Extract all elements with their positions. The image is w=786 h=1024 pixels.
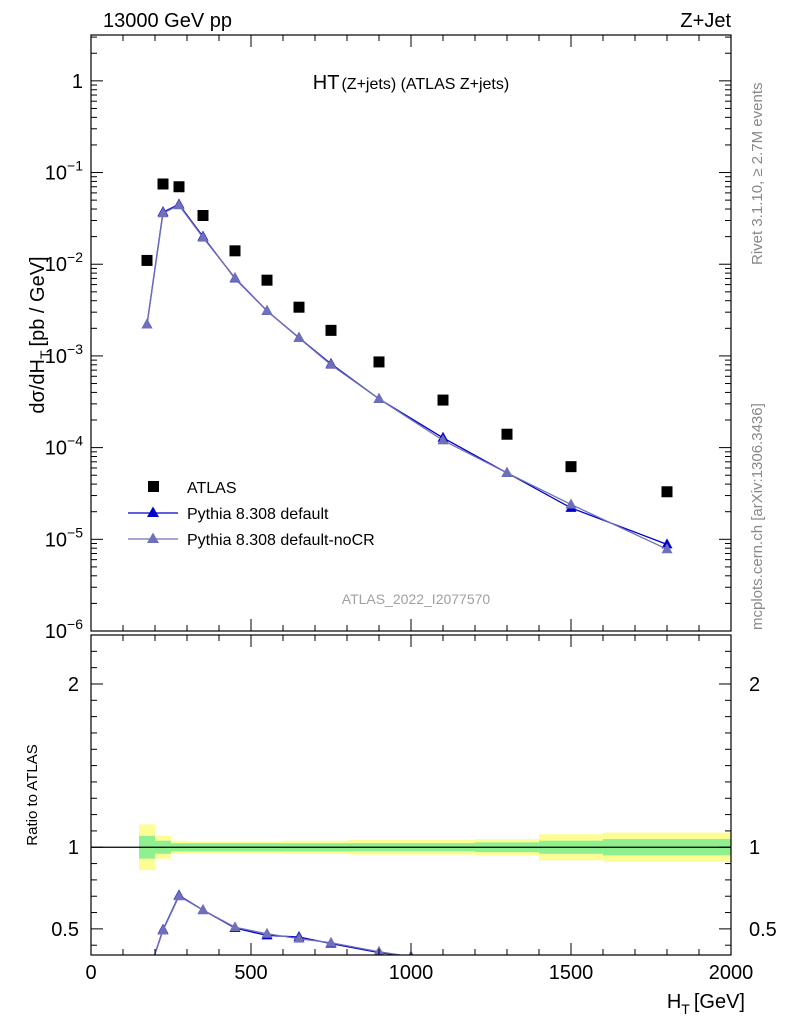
main-y-ticks: 1 10−1 10−2 10−3 10−4 10−5 10−6 [45,35,732,643]
energy-label: 13000 GeV pp [103,10,232,32]
ratio-pythia-8-308-default-point [142,972,153,982]
x-axis-label: HT [GeV] [667,991,745,1017]
x-tick-label: 500 [234,962,267,984]
atlas-data-point [157,178,169,190]
ratio-pythia-8-308-default-nocr-point [173,890,185,901]
pythia-8-308-default-nocr-point [437,434,449,445]
legend-pythia-nocr-marker [147,532,159,543]
ratio-pythia-8-308-default-line [153,894,404,955]
ratio-pythia-8-308-default-nocr-point [197,904,209,915]
ratio-y-tick-label: 2 [68,674,79,696]
ratio-pythia-8-308-default-nocr-line [154,895,405,955]
legend-atlas-marker [148,481,159,492]
atlas-data-point [565,461,577,473]
main-y-axis-label: dσ/dHT[pb / GeV] [27,256,53,413]
ratio-pythia-8-308-default-nocr-point [157,924,169,935]
ratio-pythia-8-308-default-nocr-point [261,927,273,938]
main-y-tick-label: 10−1 [45,158,83,185]
main-panel: HT (Z+jets) (ATLAS Z+jets) dσ/dHT[pb / Ge… [27,34,732,643]
atlas-data-point [293,301,305,313]
ratio-axes: 0.5 0.5 1 1 2 2 [51,634,777,956]
ratio-y-tick-label-right: 1 [749,837,760,859]
ratio-y-tick-label: 1 [68,837,79,859]
ratio-y-tick-label-right: 2 [749,674,760,696]
atlas-data-point [325,324,337,336]
ratio-series [91,846,731,982]
main-y-tick-label: 10−5 [45,524,83,551]
atlas-data-point [173,181,185,193]
main-series [141,178,673,554]
pythia-8-308-default-nocr-point [325,358,337,369]
main-y-tick-label: 10−2 [45,249,83,276]
legend-item-pythia-default: Pythia 8.308 default [128,506,329,523]
pythia-8-308-default-nocr-point [261,304,273,315]
x-tick-label: 2000 [709,962,754,984]
legend-pythia-default-label: Pythia 8.308 default [187,506,329,523]
plot-title: HT (Z+jets) (ATLAS Z+jets) [313,72,509,94]
ratio-pythia-8-308-default-nocr-point [229,921,241,932]
analysis-watermark: ATLAS_2022_I2077570 [342,591,491,607]
pythia-8-308-default-nocr-point [173,199,185,210]
ratio-y-tick-label-right: 0.5 [749,919,777,941]
pythia-8-308-default-nocr-point [229,271,241,282]
legend: ATLAS Pythia 8.308 default Pythia 8.308 … [128,480,375,549]
pythia-8-308-default-nocr-point [661,543,673,554]
pythia-8-308-default-nocr-point [373,392,385,403]
pythia-8-308-default-nocr-point [157,207,169,218]
x-ticks: 0 500 1000 1500 2000 [85,635,753,984]
pythia-8-308-default-nocr-point [501,466,513,477]
main-y-tick-label: 10−4 [45,433,83,460]
plot-title-sub: (Z+jets) (ATLAS Z+jets) [341,76,509,93]
legend-item-atlas: ATLAS [148,480,237,497]
x-tick-label: 0 [85,962,96,984]
rivet-version-label: Rivet 3.1.10, ≥ 2.7M events [749,83,766,266]
atlas-data-point [261,274,273,286]
main-y-tick-label: 10−3 [45,341,83,368]
ratio-y-tick-label: 0.5 [51,919,79,941]
process-label: Z+Jet [680,10,731,32]
pythia-8-308-default-nocr-line [146,204,668,550]
atlas-data-point [229,245,241,257]
main-y-tick-label: 1 [72,71,83,93]
atlas-data-point [661,486,673,498]
legend-item-pythia-nocr: Pythia 8.308 default-noCR [128,532,375,549]
ratio-pythia-8-308-default-nocr-point [142,972,153,982]
x-tick-label: 1000 [389,962,434,984]
plot-title-main: HT [313,72,340,94]
legend-atlas-label: ATLAS [187,480,237,497]
atlas-data-point [373,356,385,368]
atlas-data-point [437,394,449,406]
atlas-data-point [501,428,513,440]
ratio-panel: Ratio to ATLAS 0.5 0.5 1 1 2 2 0 500 1000 1500 20… [24,634,777,1017]
pythia-8-308-default-nocr-point [293,331,305,342]
atlas-data-point [197,209,209,221]
pythia-8-308-default-nocr-point [565,498,577,509]
pythia-8-308-default-nocr-point [141,318,153,329]
ratio-pythia-8-308-default-nocr-point [293,932,305,943]
mcplots-label: mcplots.cern.ch [arXiv:1306.3436] [749,403,766,630]
ratio-pythia-8-308-default-nocr-point [325,936,337,947]
main-y-tick-label: 10−6 [45,616,83,643]
legend-pythia-default-marker [147,506,159,517]
pythia-8-308-default-nocr-point [197,231,209,242]
legend-pythia-nocr-label: Pythia 8.308 default-noCR [187,532,375,549]
ratio-y-axis-label: Ratio to ATLAS [24,744,41,845]
x-tick-label: 1500 [549,962,594,984]
atlas-data-point [141,254,153,266]
ratio-frame [90,634,732,956]
